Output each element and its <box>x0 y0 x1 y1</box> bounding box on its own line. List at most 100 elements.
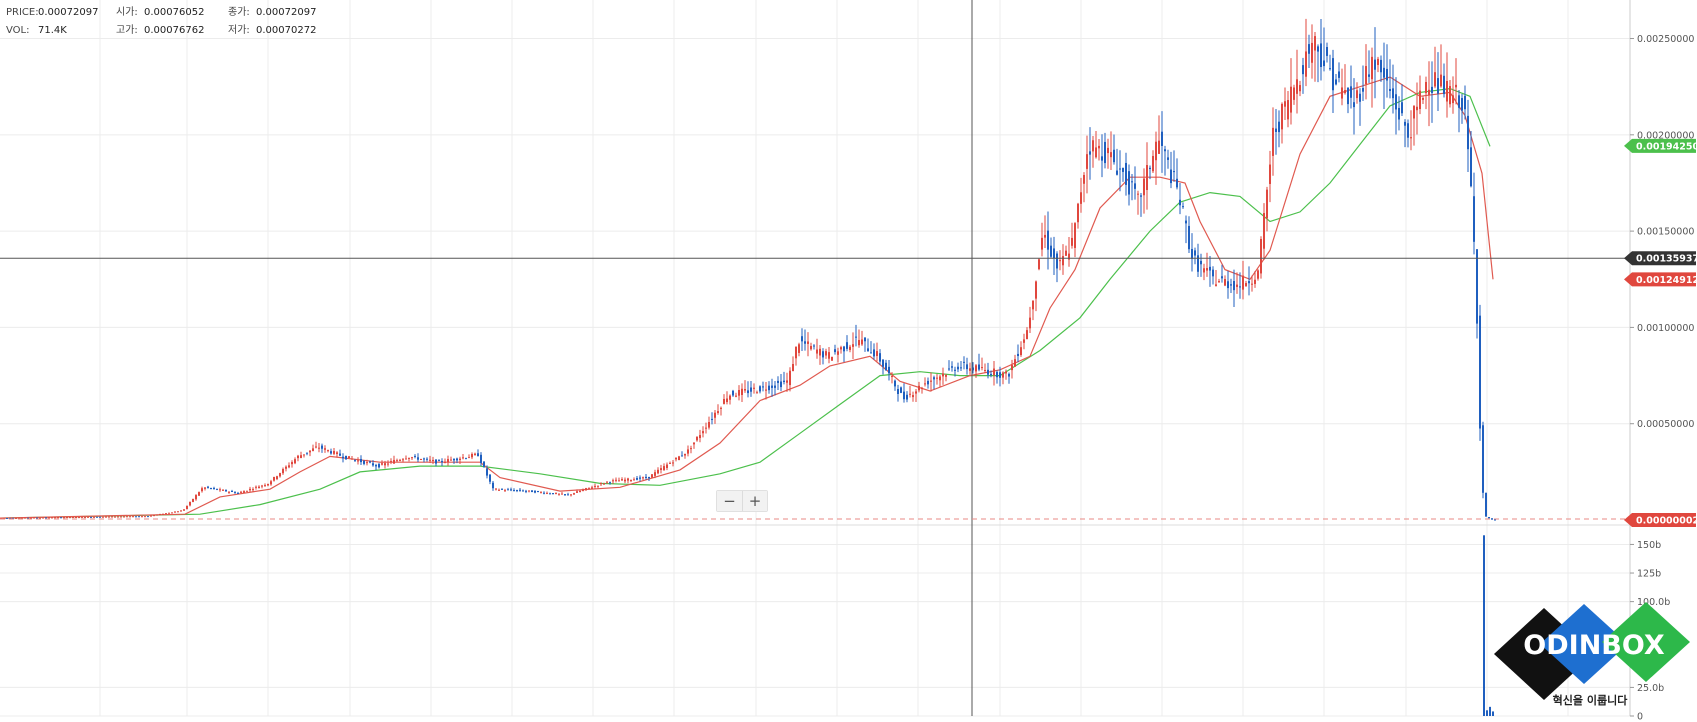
candle-body <box>726 398 728 403</box>
candle-body <box>333 451 335 454</box>
candle-body <box>708 422 710 428</box>
candle-body <box>777 380 779 383</box>
candle-body <box>684 453 686 456</box>
candle-body <box>597 485 599 487</box>
candle-body <box>1293 87 1295 100</box>
price-axis[interactable]: 0.00050000 0.00100000 0.00150000 0.00200000… <box>1624 0 1697 722</box>
candle-body <box>585 488 587 490</box>
candle-body <box>9 517 11 519</box>
candle-body <box>1071 237 1073 246</box>
candle-body <box>1380 59 1382 73</box>
vol-value: 71.4K <box>38 25 67 36</box>
candle-body <box>369 461 371 463</box>
candle-body <box>1272 127 1274 156</box>
candle-body <box>1170 169 1172 184</box>
candle-body <box>1308 44 1310 54</box>
candle-body <box>315 446 317 448</box>
price-tick-label: 0.00050000 <box>1637 419 1694 430</box>
candlesticks <box>0 18 1496 521</box>
candle-body <box>798 344 800 353</box>
candle-body <box>1473 196 1475 242</box>
candle-body <box>1104 141 1106 164</box>
candle-body <box>1068 253 1070 260</box>
candle-body <box>102 516 104 518</box>
candle-body <box>1173 171 1175 173</box>
candle-body <box>270 481 272 485</box>
candle-body <box>258 486 260 489</box>
candle-body <box>90 516 92 518</box>
candle-body <box>195 495 197 500</box>
candle-body <box>375 465 377 467</box>
candle-body <box>717 411 719 413</box>
candle-body <box>729 395 731 400</box>
price-tag: 0.00135937 <box>1624 251 1697 266</box>
candle-body <box>1101 156 1103 161</box>
candle-body <box>921 387 923 389</box>
candle-body <box>198 492 200 496</box>
candle-body <box>858 340 860 346</box>
candle-body <box>342 456 344 459</box>
candle-body <box>630 479 632 481</box>
candle-body <box>390 461 392 463</box>
candle-body <box>936 377 938 379</box>
candle-body <box>1335 79 1337 85</box>
open-label: 시가: <box>116 7 138 18</box>
volume-bar <box>1486 710 1488 716</box>
candle-body <box>888 366 890 374</box>
candle-body <box>543 492 545 494</box>
candle-body <box>894 380 896 387</box>
candle-body <box>735 395 737 397</box>
candle-body <box>1266 189 1268 219</box>
zoom-in-button[interactable]: + <box>742 491 767 511</box>
candle-body <box>1395 94 1397 110</box>
candle-body <box>477 453 479 457</box>
candle-body <box>1464 95 1466 110</box>
zoom-controls: − + <box>716 490 768 512</box>
candle-body <box>279 473 281 477</box>
candle-body <box>693 442 695 445</box>
candle-body <box>318 447 320 449</box>
candle-body <box>1245 283 1247 286</box>
candle-body <box>987 369 989 375</box>
candle-body <box>657 469 659 474</box>
candle-body <box>288 465 290 468</box>
candle-body <box>429 459 431 461</box>
candle-body <box>1077 203 1079 223</box>
candle-body <box>273 476 275 481</box>
candle-body <box>111 516 113 518</box>
candle-body <box>330 451 332 454</box>
candle-body <box>210 487 212 489</box>
candle-body <box>12 517 14 519</box>
candle-body <box>669 462 671 464</box>
candle-body <box>624 479 626 482</box>
candle-body <box>1044 234 1046 238</box>
candle-body <box>225 489 227 492</box>
candle-body <box>1215 284 1217 286</box>
candle-body <box>1134 183 1136 189</box>
candle-body <box>768 385 770 391</box>
candle-body <box>408 457 410 459</box>
price-tick-label: 0.00150000 <box>1637 227 1694 238</box>
candle-body <box>264 485 266 487</box>
candle-body <box>570 494 572 496</box>
candle-body <box>1014 359 1016 367</box>
candle-body <box>1089 151 1091 155</box>
candle-body <box>633 479 635 481</box>
candle-body <box>1047 230 1049 250</box>
candle-body <box>753 387 755 389</box>
candle-body <box>180 510 182 512</box>
candle-body <box>261 485 263 487</box>
candle-body <box>366 462 368 464</box>
zoom-out-button[interactable]: − <box>717 491 742 511</box>
candle-body <box>222 489 224 491</box>
candle-body <box>1359 93 1361 102</box>
candle-body <box>1263 213 1265 249</box>
candle-body <box>1026 330 1028 340</box>
candle-body <box>255 486 257 488</box>
price-tag-label: 0.00000002 <box>1636 515 1697 526</box>
candle-body <box>672 462 674 464</box>
candle-body <box>1065 250 1067 256</box>
candle-body <box>561 493 563 495</box>
candle-body <box>285 466 287 469</box>
